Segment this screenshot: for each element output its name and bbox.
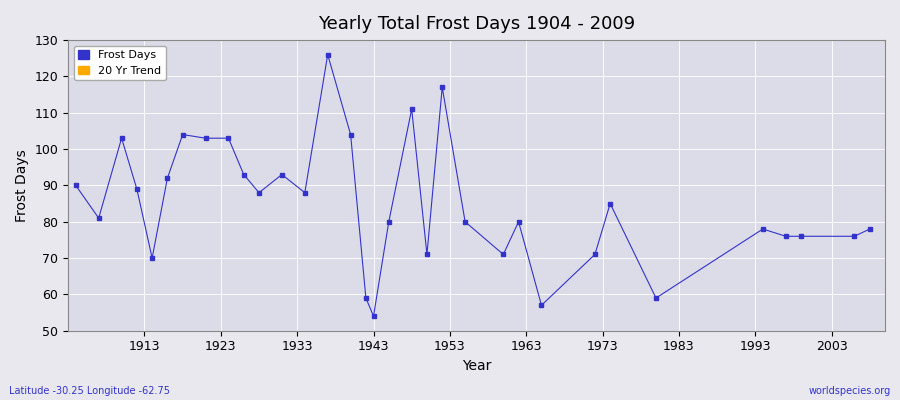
Text: worldspecies.org: worldspecies.org	[809, 386, 891, 396]
Legend: Frost Days, 20 Yr Trend: Frost Days, 20 Yr Trend	[74, 46, 166, 80]
Text: Latitude -30.25 Longitude -62.75: Latitude -30.25 Longitude -62.75	[9, 386, 170, 396]
Title: Yearly Total Frost Days 1904 - 2009: Yearly Total Frost Days 1904 - 2009	[318, 15, 635, 33]
X-axis label: Year: Year	[462, 359, 491, 373]
Y-axis label: Frost Days: Frost Days	[15, 149, 29, 222]
